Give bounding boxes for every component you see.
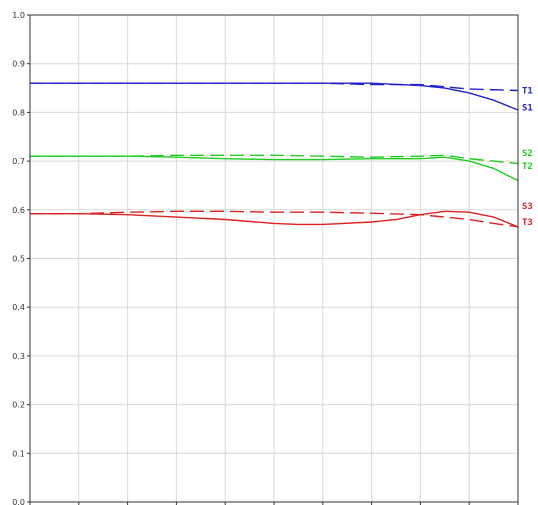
series-label-t3: T3 xyxy=(522,218,533,228)
plot-frame xyxy=(29,14,519,503)
series-label-t2: T2 xyxy=(522,162,533,172)
series-lines xyxy=(30,82,519,228)
series-label-s3: S3 xyxy=(522,202,533,212)
y-tick-label: 0.6 xyxy=(12,206,25,215)
series-label-t1: T1 xyxy=(522,86,533,96)
series-line-t1 xyxy=(30,82,519,92)
grid-lines xyxy=(30,15,518,502)
series-line-t3 xyxy=(30,210,519,228)
y-tick-label: 0.0 xyxy=(12,498,25,505)
y-tick-label: 0.5 xyxy=(12,255,25,264)
series-end-labels: T1 S1 S2 T2 S3 T3 xyxy=(522,86,533,227)
series-line-s2 xyxy=(30,155,519,182)
series-line-s3 xyxy=(30,210,519,228)
y-tick-label: 0.4 xyxy=(12,303,25,312)
y-tick-label: 0.8 xyxy=(12,108,25,117)
y-tick-label: 0.3 xyxy=(12,352,25,361)
y-tick-label: 0.9 xyxy=(12,60,25,69)
y-tick-label: 1.0 xyxy=(12,11,25,20)
y-tick-label: 0.2 xyxy=(12,401,25,410)
y-axis-tick-labels: 0.0 0.1 0.2 0.3 0.4 0.5 0.6 0.7 0.8 0.9 1.0 xyxy=(12,11,519,505)
y-tick-label: 0.1 xyxy=(12,449,25,458)
series-label-s1: S1 xyxy=(522,104,533,114)
series-label-s2: S2 xyxy=(522,149,533,159)
y-tick-label: 0.7 xyxy=(12,157,25,166)
series-line-t2 xyxy=(30,154,519,165)
